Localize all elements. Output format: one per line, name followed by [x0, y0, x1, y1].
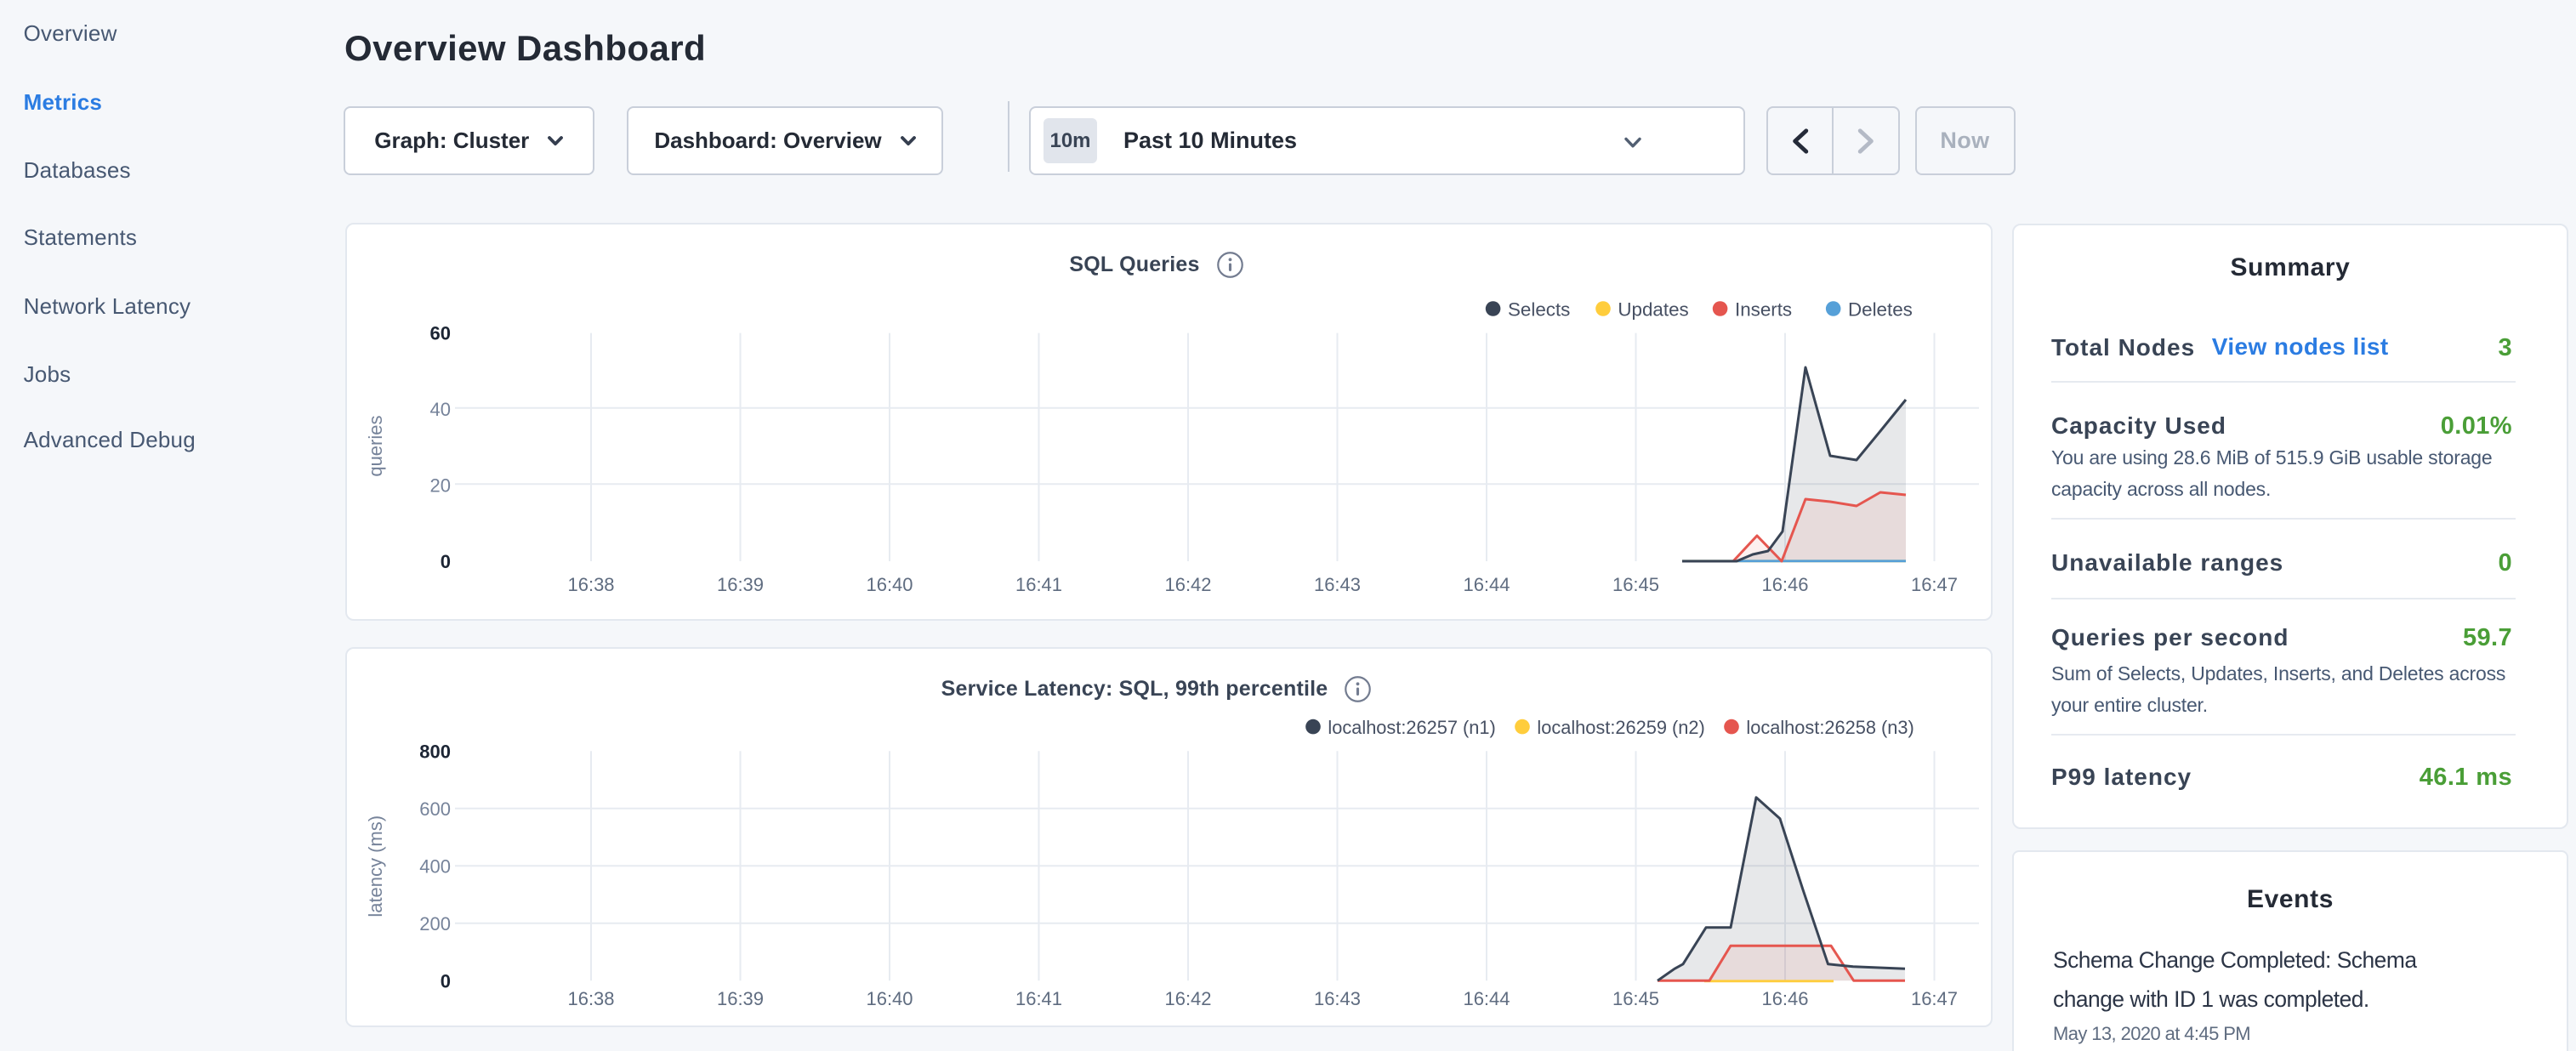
svg-text:16:42: 16:42	[1164, 988, 1211, 1009]
svg-text:16:40: 16:40	[866, 574, 913, 595]
svg-text:16:45: 16:45	[1612, 574, 1659, 595]
svg-text:16:39: 16:39	[717, 574, 764, 595]
svg-text:localhost:26257 (n1): localhost:26257 (n1)	[1328, 717, 1495, 738]
svg-text:60: 60	[430, 323, 451, 344]
svg-text:0: 0	[441, 970, 451, 991]
svg-text:localhost:26258 (n3): localhost:26258 (n3)	[1746, 717, 1914, 738]
svg-text:Deletes: Deletes	[1848, 298, 1913, 320]
svg-text:16:44: 16:44	[1463, 988, 1510, 1009]
svg-text:16:40: 16:40	[866, 988, 913, 1009]
svg-text:16:41: 16:41	[1015, 988, 1062, 1009]
svg-text:400: 400	[419, 855, 451, 877]
svg-text:16:47: 16:47	[1911, 988, 1958, 1009]
svg-text:16:44: 16:44	[1463, 574, 1510, 595]
svg-text:Updates: Updates	[1618, 298, 1688, 320]
svg-text:16:45: 16:45	[1612, 988, 1659, 1009]
svg-text:localhost:26259 (n2): localhost:26259 (n2)	[1537, 717, 1704, 738]
svg-text:16:38: 16:38	[568, 574, 615, 595]
svg-text:16:46: 16:46	[1761, 988, 1808, 1009]
svg-text:16:42: 16:42	[1164, 574, 1211, 595]
svg-text:16:46: 16:46	[1761, 574, 1808, 595]
svg-text:40: 40	[430, 399, 451, 420]
svg-text:0: 0	[441, 551, 451, 572]
svg-text:16:43: 16:43	[1314, 988, 1361, 1009]
svg-text:20: 20	[430, 474, 451, 496]
svg-text:Inserts: Inserts	[1735, 298, 1792, 320]
svg-text:16:43: 16:43	[1314, 574, 1361, 595]
svg-text:Selects: Selects	[1508, 298, 1570, 320]
svg-text:600: 600	[419, 798, 451, 820]
svg-text:200: 200	[419, 913, 451, 935]
svg-text:queries: queries	[365, 416, 386, 477]
svg-text:16:38: 16:38	[567, 988, 614, 1009]
svg-text:16:41: 16:41	[1015, 574, 1062, 595]
svg-text:latency (ms): latency (ms)	[365, 815, 386, 917]
svg-text:16:39: 16:39	[717, 988, 764, 1009]
svg-text:16:47: 16:47	[1911, 574, 1958, 595]
svg-text:800: 800	[419, 741, 451, 762]
